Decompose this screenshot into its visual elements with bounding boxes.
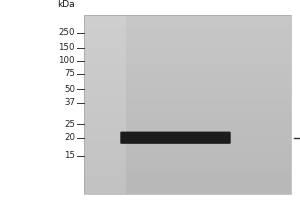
- Bar: [84, 91, 126, 96]
- Bar: [84, 149, 291, 154]
- Text: 75: 75: [64, 69, 75, 78]
- Bar: [84, 64, 291, 69]
- Bar: [84, 122, 291, 127]
- Text: 20: 20: [64, 133, 75, 142]
- Bar: [84, 51, 126, 55]
- Bar: [84, 136, 291, 140]
- Bar: [84, 136, 126, 140]
- Bar: [84, 154, 126, 158]
- Bar: [84, 154, 291, 158]
- Bar: [84, 127, 291, 131]
- Bar: [84, 167, 126, 172]
- FancyBboxPatch shape: [120, 132, 231, 144]
- Bar: [84, 87, 291, 91]
- Bar: [84, 37, 126, 42]
- Bar: [84, 19, 126, 24]
- Bar: [84, 73, 291, 78]
- Bar: [84, 33, 291, 37]
- Bar: [84, 113, 126, 118]
- Bar: [84, 42, 126, 46]
- Bar: [84, 42, 291, 46]
- Bar: [84, 87, 126, 91]
- Bar: [84, 69, 126, 73]
- Bar: [84, 118, 291, 122]
- Bar: [84, 64, 126, 69]
- Text: 25: 25: [64, 120, 75, 129]
- Bar: [84, 15, 291, 194]
- Bar: [84, 82, 126, 87]
- Bar: [84, 131, 291, 136]
- Bar: [84, 158, 291, 163]
- Text: 50: 50: [64, 85, 75, 94]
- Text: 150: 150: [58, 43, 75, 52]
- Bar: [84, 100, 291, 104]
- Text: 37: 37: [64, 98, 75, 107]
- Bar: [84, 60, 126, 64]
- Bar: [84, 140, 126, 145]
- Text: 15: 15: [64, 151, 75, 160]
- Bar: [84, 46, 126, 51]
- Bar: [84, 24, 291, 28]
- Bar: [84, 96, 126, 100]
- Bar: [84, 158, 126, 163]
- Bar: [84, 73, 126, 78]
- Bar: [84, 145, 126, 149]
- Bar: [84, 105, 291, 109]
- Bar: [84, 190, 126, 194]
- Bar: [84, 19, 291, 24]
- Bar: [84, 109, 291, 113]
- Bar: [84, 181, 126, 185]
- Bar: [84, 100, 126, 104]
- Bar: [84, 172, 126, 176]
- Bar: [84, 109, 126, 113]
- Bar: [84, 55, 291, 60]
- Bar: [84, 51, 291, 55]
- Bar: [84, 145, 291, 149]
- Bar: [84, 122, 126, 127]
- Bar: [84, 163, 126, 167]
- Bar: [84, 167, 291, 172]
- Bar: [84, 163, 291, 167]
- Bar: [84, 78, 291, 82]
- Text: 250: 250: [58, 28, 75, 37]
- Bar: [84, 105, 126, 109]
- Bar: [84, 24, 126, 28]
- Text: kDa: kDa: [57, 0, 75, 9]
- Bar: [84, 131, 126, 136]
- Bar: [84, 185, 126, 190]
- Bar: [84, 91, 291, 96]
- Bar: [84, 113, 291, 118]
- Bar: [84, 55, 126, 60]
- Text: 100: 100: [58, 56, 75, 65]
- Bar: [84, 190, 291, 194]
- Bar: [84, 118, 126, 122]
- Bar: [84, 78, 126, 82]
- Bar: [84, 15, 291, 19]
- Bar: [84, 96, 291, 100]
- Bar: [84, 60, 291, 64]
- Bar: [84, 181, 291, 185]
- Bar: [84, 46, 291, 51]
- Bar: [84, 172, 291, 176]
- Bar: [84, 15, 126, 19]
- Bar: [84, 33, 126, 37]
- Bar: [84, 127, 126, 131]
- Bar: [84, 176, 126, 181]
- Bar: [84, 140, 291, 145]
- Bar: [84, 28, 291, 33]
- Bar: [84, 37, 291, 42]
- Bar: [84, 149, 126, 154]
- Bar: [84, 185, 291, 190]
- Bar: [84, 176, 291, 181]
- Bar: [84, 82, 291, 87]
- Bar: [84, 28, 126, 33]
- Bar: [84, 69, 291, 73]
